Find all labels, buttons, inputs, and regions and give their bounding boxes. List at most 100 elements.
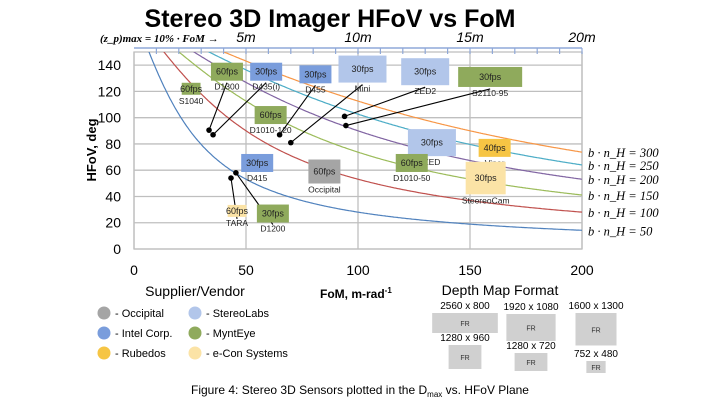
x-tick-label: 100 [346, 262, 370, 278]
sensor-fps: 30fps [304, 69, 327, 79]
sensor-box [210, 62, 243, 81]
axes: 0 20 40 60 80 100 120 140 0 50 100 150 200 5m 10m 15m 20… [98, 29, 596, 278]
format-legend-item: 1280 x 720 FR [506, 341, 556, 371]
format-legend-item: 2560 x 800 FR [432, 301, 498, 333]
format-box [506, 314, 556, 341]
sensor-name: D415 [247, 173, 268, 183]
sensor-fps: 30fps [421, 138, 444, 148]
sensor-s2110-95: 30fps S2110-95 [458, 66, 523, 98]
sensor-d455: 30fps D455 [299, 65, 332, 94]
top-axis-label: 20m [567, 29, 596, 45]
format-box [586, 361, 606, 373]
sensor-box [407, 129, 456, 157]
vendor-legend-item: - StereoLabs [188, 306, 269, 320]
format-legend-item: 1600 x 1300 FR [568, 301, 624, 346]
top-axis-label: 5m [236, 29, 256, 45]
sensor-name: D1010-50 [393, 173, 431, 183]
sensor-box [256, 204, 289, 223]
sensor-boxes: 60fps S1040 60fps D1300 30fps D435(i) 30fps D45… [179, 55, 523, 234]
sensor-zed: 30fps ZED [407, 129, 456, 167]
sensor-name: S1040 [179, 96, 204, 106]
x-tick-label: 200 [570, 262, 594, 278]
sensor-box [401, 58, 450, 86]
data-point [288, 139, 294, 146]
sensor-d435-i-: 30fps D435(i) [250, 62, 283, 92]
curve-label-bn-200: b · n_H = 200 [588, 173, 659, 187]
sensor-name: D455 [305, 84, 326, 94]
vendor-label: - e-Con Systems [206, 348, 288, 360]
format-legend-item: 1280 x 960 FR [440, 333, 490, 369]
sensor-box [308, 159, 341, 184]
sensor-fps: 60fps [216, 67, 239, 77]
sensor-fps: 60fps [226, 206, 249, 216]
y-tick-label: 20 [105, 215, 121, 231]
format-legend-title: Depth Map Format [442, 282, 559, 298]
curve-label-bn-150: b · n_H = 150 [588, 189, 659, 203]
data-point [341, 113, 348, 120]
format-box-label: FR [591, 365, 600, 372]
sensor-box [241, 153, 274, 172]
leader-line [345, 88, 491, 127]
sensor-tara: 60fps TARA [226, 204, 249, 228]
vendor-legend-item: - Occipital [97, 306, 164, 320]
curve-bn-100 [163, 52, 582, 213]
vendor-label: - Rubedos [115, 348, 166, 360]
sensor-name: S2110-95 [472, 88, 509, 98]
sensor-name: ZED2 [414, 86, 436, 96]
sensor-d415: 30fps D415 [241, 153, 274, 183]
top-axis-label: 10m [344, 29, 372, 45]
format-box [448, 345, 482, 369]
format-legend-item: 752 x 480 FR [574, 349, 618, 373]
y-axis-label: HFoV, deg [84, 118, 99, 181]
data-point [276, 131, 283, 138]
sensor-box [478, 138, 511, 157]
vendor-legend-item: - Intel Corp. [97, 326, 172, 340]
figure-caption: Figure 4: Stereo 3D Sensors plotted in t… [191, 383, 529, 399]
chart-title: Stereo 3D Imager HFoV vs FoM [145, 5, 516, 33]
format-box-label: FR [460, 355, 469, 362]
sensor-name: ZED [423, 157, 440, 167]
sensor-fps: 60fps [260, 110, 283, 120]
sensor-name: D435(i) [252, 82, 280, 92]
sensor-box [395, 153, 428, 172]
sensor-name: D1200 [260, 224, 285, 234]
y-tick-label: 80 [105, 136, 121, 152]
vendor-swatch-icon [97, 326, 111, 340]
top-axis-label: 15m [456, 29, 484, 45]
sensor-box [181, 82, 201, 95]
curve-label-bn-300: b · n_H = 300 [588, 146, 659, 160]
format-box-label: FR [526, 360, 535, 367]
y-tick-label: 120 [98, 83, 122, 99]
x-tick-label: 150 [458, 262, 482, 278]
sensor-d1010-50: 60fps D1010-50 [393, 153, 431, 183]
vendor-label: - Occipital [115, 308, 164, 320]
curve-bn-300 [222, 52, 582, 153]
vendor-swatch-icon [188, 326, 202, 340]
vendor-swatch-icon [188, 346, 202, 360]
sensor-name: Mini [355, 84, 371, 94]
sensor-name: Occipital [308, 185, 341, 195]
format-label: 1920 x 1080 [503, 302, 558, 313]
vendor-label: - Intel Corp. [115, 328, 172, 340]
y-tick-label: 140 [98, 57, 122, 73]
sensor-d1300: 60fps D1300 [210, 62, 243, 92]
curve-label-bn-50: b · n_H = 50 [588, 224, 653, 238]
curve-labels: b · n_H = 50 b · n_H = 100 b · n_H = 150… [588, 146, 659, 238]
format-label: 1280 x 720 [506, 341, 556, 352]
sensor-s1040: 60fps S1040 [179, 82, 204, 106]
sensor-d1010-120: 60fps D1010-120 [250, 106, 292, 135]
sensor-fps: 60fps [401, 158, 424, 168]
format-box [514, 353, 548, 371]
vendor-legend-item: - e-Con Systems [188, 346, 288, 360]
grid [133, 51, 583, 250]
data-point [228, 175, 234, 181]
data-point [210, 131, 216, 138]
format-box-label: FR [526, 326, 535, 333]
curve-bn-150 [178, 52, 582, 196]
data-point [343, 122, 349, 129]
sensor-box [254, 106, 287, 125]
sensor-fps: 30fps [414, 67, 437, 77]
sensor-fps: 60fps [180, 84, 203, 94]
sensor-fps: 30fps [255, 67, 278, 77]
leader-line [290, 84, 363, 144]
